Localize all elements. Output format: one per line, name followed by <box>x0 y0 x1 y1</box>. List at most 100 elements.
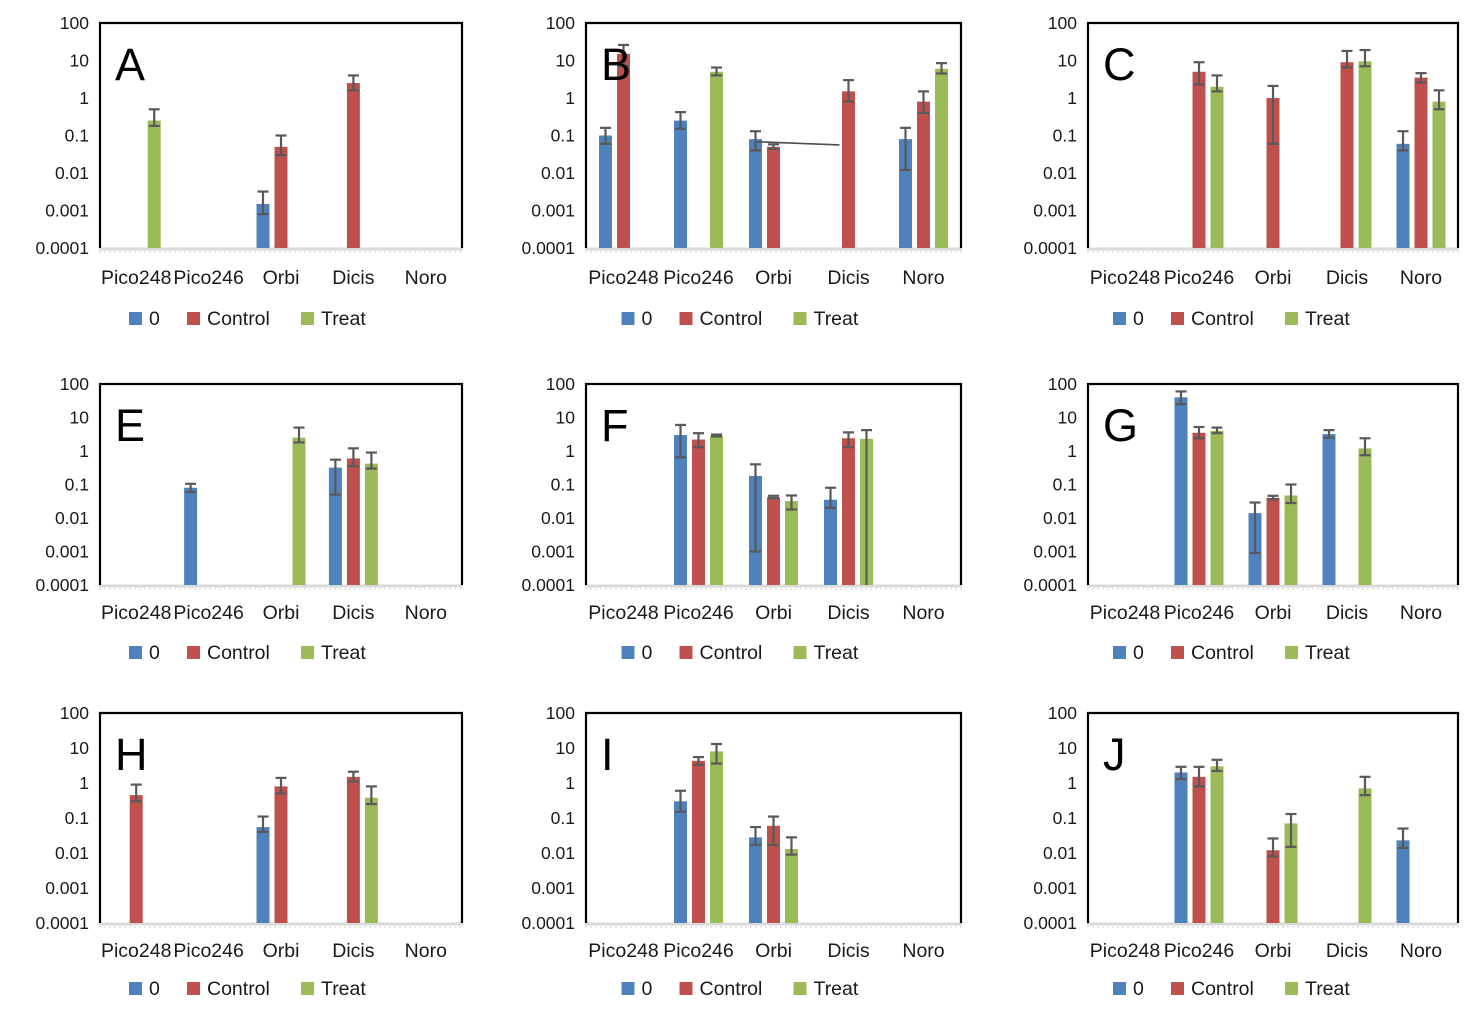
y-tick-label: 0.01 <box>541 843 575 863</box>
legend-swatch-Control <box>679 646 693 659</box>
error-bar-0-Orbi <box>257 815 269 834</box>
bar-Treat-Noro <box>1432 101 1446 248</box>
legend-label-Control: Control <box>700 978 763 1000</box>
legend-label-Control: Control <box>1191 642 1254 664</box>
legend-label-0: 0 <box>642 642 653 664</box>
y-tick-label: 1 <box>79 773 89 793</box>
y-tick-label: 0.001 <box>531 542 575 562</box>
x-category-label-Dicis: Dicis <box>1326 940 1368 962</box>
bar-0-Pico246 <box>674 120 687 248</box>
x-category-label-Pico248: Pico248 <box>588 267 658 289</box>
x-category-label-Pico248: Pico248 <box>101 940 171 962</box>
bar-Treat-Orbi <box>785 849 798 923</box>
bar-0-Pico246 <box>1174 397 1188 585</box>
bar-0-Pico246 <box>184 487 198 585</box>
legend-entry-0: 0 <box>1113 642 1144 664</box>
legend-swatch-Control <box>1171 646 1184 659</box>
y-tick-label: 10 <box>70 408 90 428</box>
panel-letter: H <box>115 729 148 780</box>
x-category-label-Orbi: Orbi <box>755 267 792 289</box>
panel-letter: A <box>115 39 145 90</box>
x-category-label-Noro: Noro <box>405 602 447 624</box>
bar-Control-Orbi <box>1266 98 1280 248</box>
bar-Treat-Dicis <box>364 463 378 585</box>
y-tick-label: 0.1 <box>551 475 575 495</box>
bar-Treat-Pico246 <box>1210 86 1224 249</box>
y-tick-label: 0.0001 <box>35 575 89 595</box>
error-bar-Treat-Dicis <box>1359 48 1371 68</box>
legend-swatch-0 <box>621 312 635 325</box>
y-tick-label: 0.1 <box>65 126 89 146</box>
x-category-label-Orbi: Orbi <box>263 940 300 962</box>
bar-0-Orbi <box>749 139 762 248</box>
error-bar-Control-Orbi <box>1267 84 1279 145</box>
bar-Control-Dicis <box>842 438 855 585</box>
legend-swatch-Control <box>1171 312 1184 325</box>
plot-border <box>584 711 963 923</box>
legend-label-0: 0 <box>149 308 160 330</box>
error-bar-Treat-Pico246 <box>1211 74 1223 93</box>
bar-Treat-Pico246 <box>1210 430 1224 585</box>
bar-Control-Pico246 <box>692 439 705 585</box>
bar-Treat-Dicis <box>1358 788 1372 923</box>
legend-entry-0: 0 <box>621 642 653 664</box>
error-bar-Treat-Dicis <box>1359 437 1371 457</box>
legend-entry-0: 0 <box>1113 308 1144 330</box>
panel-J: J 100 10 1 0.1 0.01 0.001 0.0001 Pico248 Pico246 O… <box>985 690 1481 1027</box>
error-bar-Control-Orbi <box>768 494 779 500</box>
y-tick-label: 100 <box>1048 13 1077 33</box>
y-tick-label: 0.001 <box>1033 878 1077 898</box>
error-bar-Control-Orbi <box>275 776 287 795</box>
x-category-label-Orbi: Orbi <box>1255 267 1292 289</box>
bar-Treat-Dicis <box>364 797 378 923</box>
panel-J-chart: J 100 10 1 0.1 0.01 0.001 0.0001 Pico248 Pico246 O… <box>1023 703 1460 1000</box>
legend-swatch-Treat <box>301 312 314 325</box>
y-tick-label: 0.0001 <box>35 238 89 258</box>
legend-entry-Treat: Treat <box>301 642 366 664</box>
error-bar-0-Pico246 <box>1175 765 1187 781</box>
panel-letter: C <box>1103 39 1136 90</box>
y-tick-label: 0.01 <box>1043 508 1077 528</box>
x-category-label-Pico248: Pico248 <box>1090 940 1160 962</box>
legend-entry-0: 0 <box>621 308 653 330</box>
y-tick-label: 0.01 <box>55 163 89 183</box>
error-bar-Treat-Dicis <box>365 451 377 470</box>
x-category-label-Pico248: Pico248 <box>101 267 171 289</box>
y-tick-label: 1 <box>79 88 89 108</box>
y-tick-label: 1 <box>1067 773 1077 793</box>
bar-0-Noro <box>1396 840 1410 923</box>
y-tick-label: 0.0001 <box>521 913 575 933</box>
panel-letter: B <box>601 39 631 90</box>
x-category-label-Pico246: Pico246 <box>1164 940 1234 962</box>
panel-G: G 100 10 1 0.1 0.01 0.001 0.0001 Pico248 Pico246 O… <box>985 345 1481 690</box>
bar-0-Noro <box>1396 143 1410 248</box>
error-bar-0-Pico246 <box>185 482 197 494</box>
legend-entry-Control: Control <box>1171 642 1254 664</box>
panel-B: B 100 10 1 0.1 0.01 0.001 0.0001 Pico248 Pico246 O… <box>498 0 985 345</box>
error-bar-Treat-Orbi <box>1285 812 1297 848</box>
legend-swatch-Treat <box>793 646 807 659</box>
error-bar-0-Pico246 <box>675 111 686 130</box>
y-tick-label: 100 <box>1048 374 1077 394</box>
error-bar-0-Dicis <box>329 458 341 496</box>
error-bar-Treat-Noro <box>936 62 947 75</box>
legend-entry-0: 0 <box>621 978 653 1000</box>
error-bar-0-Noro <box>1397 130 1409 152</box>
legend-swatch-Control <box>187 982 200 995</box>
legend-entry-Treat: Treat <box>1285 978 1350 1000</box>
legend-swatch-0 <box>1113 982 1126 995</box>
x-category-label-Noro: Noro <box>1400 940 1442 962</box>
y-tick-label: 0.001 <box>531 201 575 221</box>
error-bar-Treat-Orbi <box>786 494 797 511</box>
y-tick-label: 0.01 <box>541 163 575 183</box>
legend-label-0: 0 <box>149 978 160 1000</box>
x-category-label-Orbi: Orbi <box>263 267 300 289</box>
legend-label-Control: Control <box>1191 978 1254 1000</box>
legend-swatch-0 <box>129 982 142 995</box>
y-tick-label: 0.1 <box>1053 808 1077 828</box>
bar-Treat-Orbi <box>785 501 798 585</box>
error-bar-Treat-Pico246 <box>1211 758 1223 773</box>
legend-swatch-Control <box>187 312 200 325</box>
plot-border <box>584 382 963 585</box>
legend-label-Control: Control <box>207 642 270 664</box>
